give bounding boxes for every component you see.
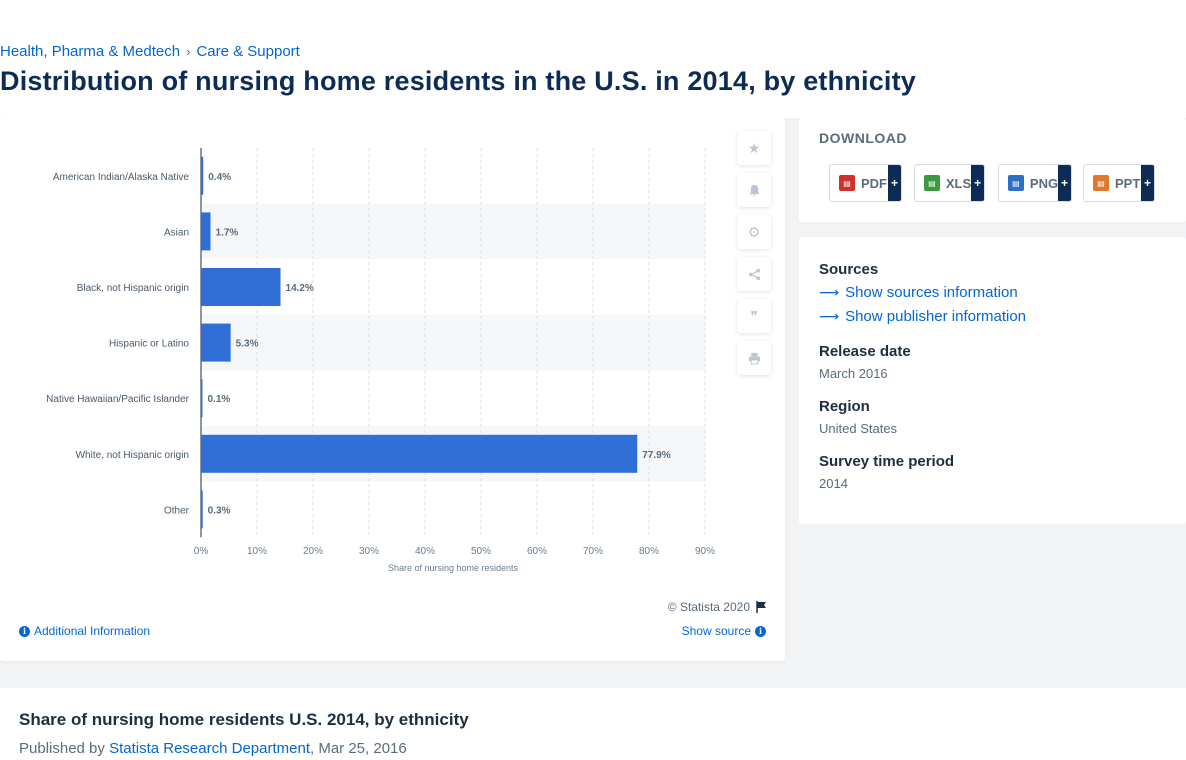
show-source-label: Show source <box>681 624 751 638</box>
bar <box>201 268 281 306</box>
arrow-right-icon: ⟶ <box>819 284 840 300</box>
download-ppt-label: PPT <box>1115 175 1141 191</box>
region-value: United States <box>819 421 898 436</box>
share-icon[interactable] <box>737 257 771 291</box>
bell-icon[interactable] <box>737 173 771 207</box>
survey-period-label: Survey time period <box>819 453 955 470</box>
release-date-value: March 2016 <box>819 366 888 381</box>
category-label: Black, not Hispanic origin <box>77 283 189 294</box>
data-label: 1.7% <box>216 227 239 238</box>
download-xls-label: XLS <box>945 175 972 191</box>
additional-information-label: Additional Information <box>34 624 151 638</box>
breadcrumb: Health, Pharma & Medtech › Care & Suppor… <box>0 43 300 60</box>
additional-information-link[interactable]: i Additional Information <box>19 624 150 638</box>
chart-card: 0% 10% 20% 30% 40% 50% 60% 70% 80% 90% American In… <box>0 118 785 661</box>
copyright-text: © Statista 2020 <box>667 600 750 614</box>
publication-title: Share of nursing home residents U.S. 201… <box>19 710 469 729</box>
bar <box>201 490 203 529</box>
bar <box>201 323 231 362</box>
flag-icon[interactable] <box>756 601 767 613</box>
info-icon: i <box>19 625 30 637</box>
x-tick-label: 20% <box>303 546 323 557</box>
page-title: Distribution of nursing home residents i… <box>0 66 917 96</box>
download-png-button[interactable]: ▤ PNG + <box>998 164 1072 202</box>
row-band <box>201 314 705 371</box>
region-label: Region <box>819 398 870 415</box>
sources-label: Sources <box>819 261 879 278</box>
download-title: DOWNLOAD <box>819 130 907 146</box>
data-label: 0.3% <box>208 505 231 516</box>
plus-icon[interactable]: + <box>888 165 901 201</box>
quote-icon[interactable]: ❞ <box>737 299 771 333</box>
show-publisher-label: Show publisher information <box>845 308 1027 325</box>
download-pdf-button[interactable]: ▤ PDF + <box>829 164 902 202</box>
download-png-label: PNG <box>1029 175 1059 191</box>
gear-icon[interactable]: ⚙ <box>737 215 771 249</box>
star-icon[interactable]: ★ <box>737 131 771 165</box>
publication-date: , Mar 25, 2016 <box>310 740 407 757</box>
data-label: 77.9% <box>642 450 670 461</box>
download-ppt-button[interactable]: ▤ PPT + <box>1083 164 1155 202</box>
publication-card: Share of nursing home residents U.S. 201… <box>0 688 1186 760</box>
plus-icon[interactable]: + <box>1058 165 1071 201</box>
info-icon: i <box>755 625 766 637</box>
category-label: Hispanic or Latino <box>109 339 189 350</box>
x-tick-label: 40% <box>415 546 435 557</box>
x-tick-label: 30% <box>359 546 379 557</box>
plus-icon[interactable]: + <box>971 165 984 201</box>
bar <box>201 379 203 418</box>
category-label: White, not Hispanic origin <box>76 450 189 461</box>
bar <box>201 434 638 473</box>
publisher-link[interactable]: Statista Research Department <box>109 740 310 757</box>
release-date-label: Release date <box>819 343 911 360</box>
xls-file-icon: ▤ <box>924 175 940 191</box>
data-label: 0.1% <box>208 394 231 405</box>
header-band <box>0 0 1186 118</box>
x-tick-label: 90% <box>695 546 715 557</box>
category-label: Other <box>164 505 190 516</box>
x-tick-label: 80% <box>639 546 659 557</box>
survey-period-value: 2014 <box>819 476 848 491</box>
ppt-file-icon: ▤ <box>1093 175 1109 191</box>
category-label: Asian <box>164 227 189 238</box>
published-by-prefix: Published by <box>19 740 110 757</box>
copyright: © Statista 2020 <box>668 600 767 614</box>
png-file-icon: ▤ <box>1008 175 1024 191</box>
category-label: Native Hawaiian/Pacific Islander <box>46 394 190 405</box>
bar <box>201 156 204 195</box>
x-tick-label: 60% <box>527 546 547 557</box>
row-band <box>201 203 705 260</box>
x-tick-label: 70% <box>583 546 603 557</box>
breadcrumb-item-health[interactable]: Health, Pharma & Medtech <box>0 43 181 60</box>
metadata-card: Sources ⟶ Show sources information ⟶ Sho… <box>799 237 1186 524</box>
breadcrumb-item-care[interactable]: Care & Support <box>196 43 300 60</box>
plus-icon[interactable]: + <box>1141 165 1154 201</box>
publication-line: Published by Statista Research Departmen… <box>19 740 407 757</box>
bar-chart: 0% 10% 20% 30% 40% 50% 60% 70% 80% 90% American In… <box>46 148 715 573</box>
print-icon[interactable] <box>737 341 771 375</box>
data-label: 0.4% <box>208 172 231 183</box>
x-axis-title: Share of nursing home residents <box>388 563 519 573</box>
arrow-right-icon: ⟶ <box>819 308 840 324</box>
category-label: American Indian/Alaska Native <box>53 172 190 183</box>
show-sources-label: Show sources information <box>845 284 1018 301</box>
bar <box>201 212 211 251</box>
x-tick-label: 0% <box>194 546 209 557</box>
show-source-link[interactable]: Show source i <box>682 624 766 638</box>
download-card: DOWNLOAD ▤ PDF + ▤ XLS + ▤ PNG + ▤ PPT + <box>799 118 1186 222</box>
download-xls-button[interactable]: ▤ XLS + <box>914 164 985 202</box>
chart-toolbar: ★ ⚙ ❞ <box>737 131 773 383</box>
data-label: 14.2% <box>286 283 314 294</box>
breadcrumb-separator: › <box>186 44 191 59</box>
show-publisher-link[interactable]: ⟶ Show publisher information <box>819 308 1026 325</box>
download-pdf-label: PDF <box>861 175 887 191</box>
data-label: 5.3% <box>236 339 259 350</box>
x-tick-label: 10% <box>247 546 267 557</box>
show-sources-link[interactable]: ⟶ Show sources information <box>819 284 1018 301</box>
x-tick-label: 50% <box>471 546 491 557</box>
pdf-file-icon: ▤ <box>839 175 855 191</box>
